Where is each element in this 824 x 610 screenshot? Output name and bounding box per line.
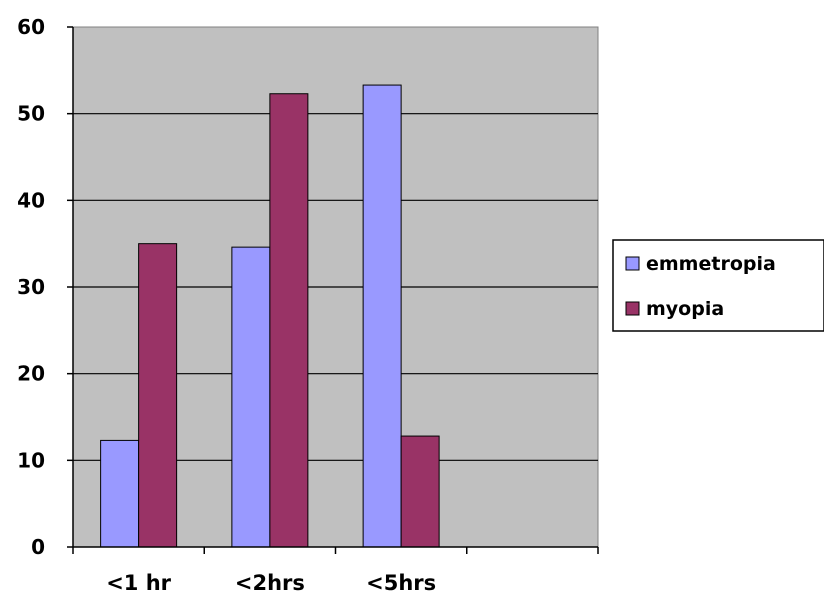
legend-swatch-emmetropia [625, 256, 640, 271]
bar-emmetropia-0 [100, 439, 140, 548]
bar-myopia-0 [138, 243, 178, 548]
x-axis-tick-labels: <1 hr <2hrs <5hrs [106, 571, 436, 595]
legend-label-myopia: myopia [646, 298, 724, 320]
y-tick-label: 60 [17, 15, 45, 39]
bar-emmetropia-2 [362, 84, 402, 548]
bar-myopia-1 [269, 93, 309, 548]
y-tick-label: 40 [17, 188, 45, 212]
y-tick-label: 0 [31, 535, 45, 559]
x-category-label: <1 hr [106, 571, 171, 595]
x-category-label: <2hrs [235, 571, 305, 595]
bar-myopia-2 [400, 435, 440, 548]
legend-box [612, 239, 824, 332]
y-tick-label: 20 [17, 362, 45, 386]
y-tick-label: 10 [17, 448, 45, 472]
bars [100, 84, 440, 548]
axes [67, 26, 599, 554]
legend-swatch-myopia [625, 301, 640, 316]
legend-label-emmetropia: emmetropia [646, 253, 776, 275]
y-tick-label: 50 [17, 102, 45, 126]
y-tick-label: 30 [17, 275, 45, 299]
x-category-label: <5hrs [366, 571, 436, 595]
y-axis-tick-labels: 0 10 20 30 40 50 60 [17, 15, 45, 559]
bar-emmetropia-1 [231, 246, 271, 548]
legend: emmetropia myopia [612, 239, 824, 332]
